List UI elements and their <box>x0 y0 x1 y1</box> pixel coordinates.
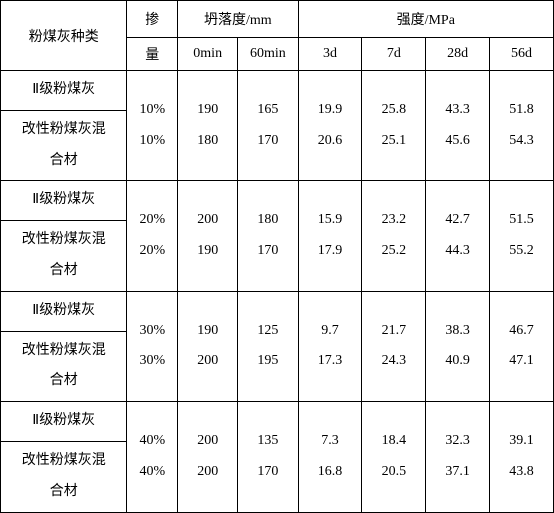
cell-strength-1: 18.420.5 <box>362 402 426 512</box>
cell-strength-0: 15.917.9 <box>298 181 362 291</box>
cell-amount: 40%40% <box>127 402 178 512</box>
cell-type: Ⅱ级粉煤灰 <box>1 291 127 331</box>
header-strength-sub-3: 56d <box>490 38 554 71</box>
cell-amount: 10%10% <box>127 71 178 181</box>
header-slump-sub-0: 0min <box>178 38 238 71</box>
cell-type: 改性粉煤灰混合材 <box>1 441 127 512</box>
cell-type: 改性粉煤灰混合材 <box>1 110 127 181</box>
data-table: 粉煤灰种类掺坍落度/mm强度/MPa量0min60min3d7d28d56dⅡ级… <box>0 0 554 513</box>
cell-slump-0: 190200 <box>178 291 238 401</box>
cell-type: Ⅱ级粉煤灰 <box>1 71 127 111</box>
cell-strength-2: 32.337.1 <box>426 402 490 512</box>
header-strength-sub-2: 28d <box>426 38 490 71</box>
cell-slump-0: 190180 <box>178 71 238 181</box>
cell-strength-2: 43.345.6 <box>426 71 490 181</box>
header-strength-sub-0: 3d <box>298 38 362 71</box>
table-row: Ⅱ级粉煤灰30%30%1902001251959.717.321.724.338… <box>1 291 554 331</box>
cell-strength-0: 19.920.6 <box>298 71 362 181</box>
header-slump: 坍落度/mm <box>178 1 298 38</box>
table-row: Ⅱ级粉煤灰40%40%2002001351707.316.818.420.532… <box>1 402 554 442</box>
cell-strength-1: 25.825.1 <box>362 71 426 181</box>
cell-strength-3: 39.143.8 <box>490 402 554 512</box>
cell-type: 改性粉煤灰混合材 <box>1 331 127 402</box>
table-row: Ⅱ级粉煤灰20%20%20019018017015.917.923.225.24… <box>1 181 554 221</box>
cell-type: Ⅱ级粉煤灰 <box>1 181 127 221</box>
cell-strength-0: 9.717.3 <box>298 291 362 401</box>
header-strength: 强度/MPa <box>298 1 553 38</box>
cell-strength-2: 42.744.3 <box>426 181 490 291</box>
cell-strength-3: 46.747.1 <box>490 291 554 401</box>
cell-strength-0: 7.316.8 <box>298 402 362 512</box>
table-row: Ⅱ级粉煤灰10%10%19018016517019.920.625.825.14… <box>1 71 554 111</box>
header-slump-sub-1: 60min <box>238 38 298 71</box>
cell-slump-1: 135170 <box>238 402 298 512</box>
cell-strength-3: 51.555.2 <box>490 181 554 291</box>
cell-amount: 30%30% <box>127 291 178 401</box>
cell-strength-3: 51.854.3 <box>490 71 554 181</box>
table-body: 粉煤灰种类掺坍落度/mm强度/MPa量0min60min3d7d28d56dⅡ级… <box>1 1 554 513</box>
cell-slump-0: 200190 <box>178 181 238 291</box>
cell-strength-1: 23.225.2 <box>362 181 426 291</box>
cell-slump-1: 125195 <box>238 291 298 401</box>
header-type: 粉煤灰种类 <box>1 1 127 71</box>
cell-amount: 20%20% <box>127 181 178 291</box>
cell-slump-0: 200200 <box>178 402 238 512</box>
header-amount-part1: 掺 <box>127 1 178 38</box>
cell-strength-2: 38.340.9 <box>426 291 490 401</box>
cell-type: 改性粉煤灰混合材 <box>1 221 127 292</box>
cell-slump-1: 165170 <box>238 71 298 181</box>
cell-type: Ⅱ级粉煤灰 <box>1 402 127 442</box>
header-amount-part2: 量 <box>127 38 178 71</box>
header-strength-sub-1: 7d <box>362 38 426 71</box>
cell-slump-1: 180170 <box>238 181 298 291</box>
cell-strength-1: 21.724.3 <box>362 291 426 401</box>
